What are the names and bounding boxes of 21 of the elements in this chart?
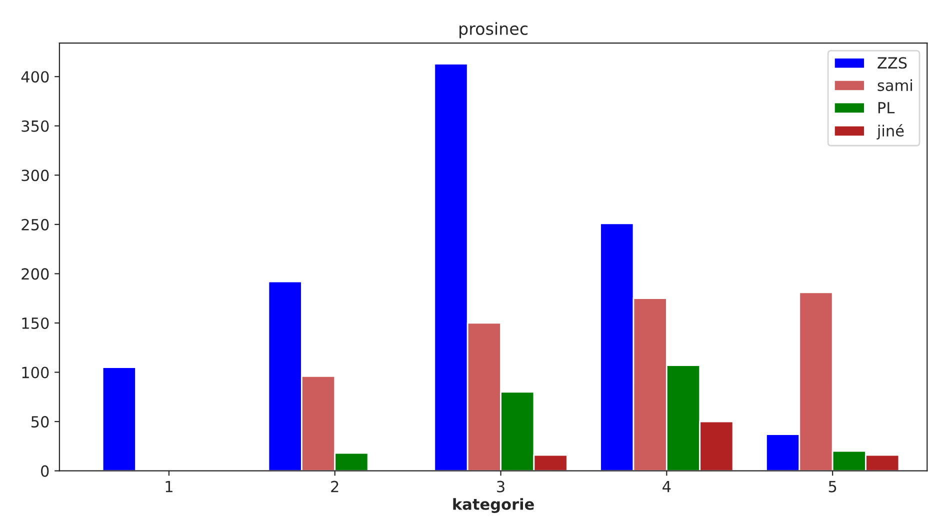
y-tick-label: 300 [22, 170, 49, 182]
y-tick-label: 0 [41, 465, 49, 477]
y-tick-label: 350 [22, 120, 49, 132]
y-tick-label: 150 [22, 317, 49, 330]
y-tick-label: 250 [22, 218, 49, 230]
bar [102, 366, 136, 471]
x-tick-label: 5 [828, 481, 836, 492]
legend-label: ZZS [878, 57, 907, 69]
y-tick-label: 50 [31, 416, 49, 428]
legend-label: sami [878, 79, 912, 92]
x-axis-title: kategorie [453, 498, 534, 514]
legend-label: jiné [876, 124, 904, 140]
y-tick-label: 100 [22, 366, 49, 378]
chart-title: prosinec [460, 22, 528, 38]
y-tick-label: 400 [21, 71, 49, 83]
legend-label: PL [878, 102, 895, 114]
y-tick-label: 200 [22, 268, 49, 280]
x-tick-label: 2 [331, 480, 338, 492]
x-tick-label: 3 [497, 480, 504, 492]
x-tick-label: 1 [166, 481, 172, 492]
x-tick-label: 4 [662, 481, 671, 492]
